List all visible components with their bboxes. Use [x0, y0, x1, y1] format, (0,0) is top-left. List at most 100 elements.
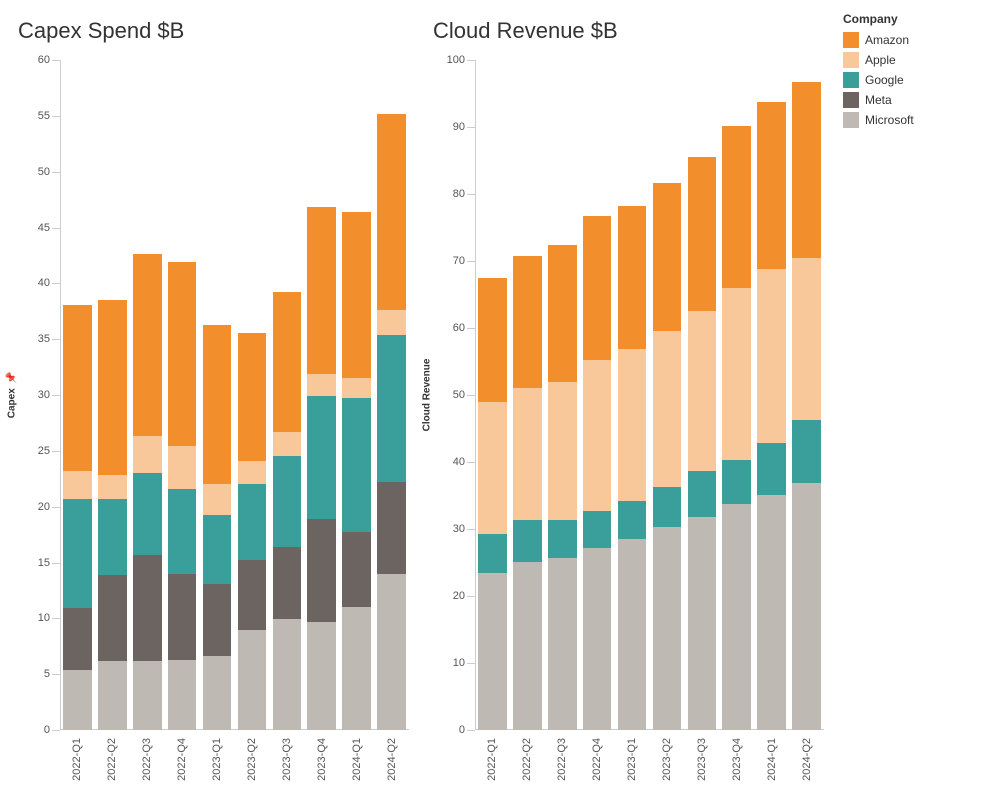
stacked-bar[interactable]: [722, 126, 751, 730]
bar-segment[interactable]: [98, 475, 127, 498]
stacked-bar[interactable]: [792, 82, 821, 730]
stacked-bar[interactable]: [307, 207, 336, 730]
bar-segment[interactable]: [377, 335, 406, 482]
bar-segment[interactable]: [63, 499, 92, 608]
stacked-bar[interactable]: [688, 156, 717, 730]
bar-segment[interactable]: [513, 388, 542, 519]
bar-segment[interactable]: [168, 660, 197, 730]
bar-segment[interactable]: [168, 574, 197, 660]
bar-segment[interactable]: [618, 349, 647, 500]
stacked-bar[interactable]: [168, 262, 197, 730]
bar-segment[interactable]: [133, 254, 162, 436]
bar-segment[interactable]: [548, 520, 577, 558]
bar-segment[interactable]: [688, 157, 717, 312]
bar-segment[interactable]: [133, 661, 162, 730]
bar-segment[interactable]: [238, 333, 267, 461]
bar-segment[interactable]: [377, 114, 406, 311]
bar-segment[interactable]: [722, 504, 751, 730]
bar-segment[interactable]: [478, 278, 507, 401]
bar-segment[interactable]: [653, 487, 682, 527]
bar-segment[interactable]: [133, 436, 162, 473]
bar-segment[interactable]: [583, 360, 612, 511]
legend-item[interactable]: Amazon: [843, 30, 988, 50]
bar-segment[interactable]: [792, 82, 821, 258]
bar-segment[interactable]: [203, 325, 232, 485]
stacked-bar[interactable]: [203, 325, 232, 730]
bar-segment[interactable]: [688, 471, 717, 517]
bar-segment[interactable]: [342, 378, 371, 398]
bar-segment[interactable]: [307, 519, 336, 622]
bar-segment[interactable]: [273, 619, 302, 730]
bar-segment[interactable]: [757, 495, 786, 730]
stacked-bar[interactable]: [63, 305, 92, 730]
bar-segment[interactable]: [548, 382, 577, 519]
bar-segment[interactable]: [307, 374, 336, 396]
bar-segment[interactable]: [342, 212, 371, 378]
bar-segment[interactable]: [273, 456, 302, 546]
stacked-bar[interactable]: [583, 216, 612, 730]
bar-segment[interactable]: [478, 402, 507, 535]
bar-segment[interactable]: [238, 484, 267, 560]
bar-segment[interactable]: [98, 661, 127, 730]
bar-segment[interactable]: [203, 484, 232, 514]
bar-segment[interactable]: [133, 555, 162, 661]
bar-segment[interactable]: [168, 446, 197, 488]
bar-segment[interactable]: [377, 574, 406, 730]
bar-segment[interactable]: [307, 622, 336, 730]
bar-segment[interactable]: [203, 656, 232, 730]
bar-segment[interactable]: [653, 527, 682, 730]
bar-segment[interactable]: [792, 258, 821, 420]
bar-segment[interactable]: [273, 547, 302, 620]
legend-item[interactable]: Meta: [843, 90, 988, 110]
stacked-bar[interactable]: [757, 102, 786, 730]
bar-segment[interactable]: [513, 256, 542, 388]
bar-segment[interactable]: [757, 443, 786, 495]
bar-segment[interactable]: [653, 183, 682, 331]
bar-segment[interactable]: [548, 558, 577, 730]
stacked-bar[interactable]: [273, 292, 302, 730]
bar-segment[interactable]: [513, 562, 542, 730]
stacked-bar[interactable]: [618, 206, 647, 730]
bar-segment[interactable]: [377, 310, 406, 335]
bar-segment[interactable]: [238, 560, 267, 629]
bar-segment[interactable]: [98, 499, 127, 575]
bar-segment[interactable]: [168, 489, 197, 574]
bar-segment[interactable]: [342, 398, 371, 532]
bar-segment[interactable]: [273, 432, 302, 457]
bar-segment[interactable]: [583, 216, 612, 359]
bar-segment[interactable]: [792, 483, 821, 730]
bar-segment[interactable]: [792, 420, 821, 483]
bar-segment[interactable]: [203, 515, 232, 584]
bar-segment[interactable]: [98, 575, 127, 661]
bar-segment[interactable]: [548, 245, 577, 382]
stacked-bar[interactable]: [133, 254, 162, 730]
stacked-bar[interactable]: [513, 256, 542, 730]
bar-segment[interactable]: [478, 534, 507, 573]
bar-segment[interactable]: [688, 517, 717, 730]
legend-item[interactable]: Microsoft: [843, 110, 988, 130]
bar-segment[interactable]: [583, 548, 612, 730]
bar-segment[interactable]: [688, 311, 717, 471]
bar-segment[interactable]: [238, 461, 267, 484]
bar-segment[interactable]: [342, 607, 371, 730]
legend-item[interactable]: Google: [843, 70, 988, 90]
stacked-bar[interactable]: [653, 183, 682, 730]
stacked-bar[interactable]: [98, 300, 127, 730]
bar-segment[interactable]: [307, 396, 336, 519]
bar-segment[interactable]: [342, 532, 371, 607]
bar-segment[interactable]: [63, 670, 92, 730]
bar-segment[interactable]: [168, 262, 197, 446]
bar-segment[interactable]: [238, 630, 267, 730]
legend-item[interactable]: Apple: [843, 50, 988, 70]
bar-segment[interactable]: [63, 608, 92, 669]
bar-segment[interactable]: [757, 102, 786, 269]
bar-segment[interactable]: [133, 473, 162, 555]
stacked-bar[interactable]: [238, 332, 267, 730]
stacked-bar[interactable]: [548, 245, 577, 730]
bar-segment[interactable]: [618, 539, 647, 730]
bar-segment[interactable]: [618, 206, 647, 349]
bar-segment[interactable]: [722, 460, 751, 504]
stacked-bar[interactable]: [478, 278, 507, 730]
bar-segment[interactable]: [478, 573, 507, 730]
bar-segment[interactable]: [273, 292, 302, 432]
